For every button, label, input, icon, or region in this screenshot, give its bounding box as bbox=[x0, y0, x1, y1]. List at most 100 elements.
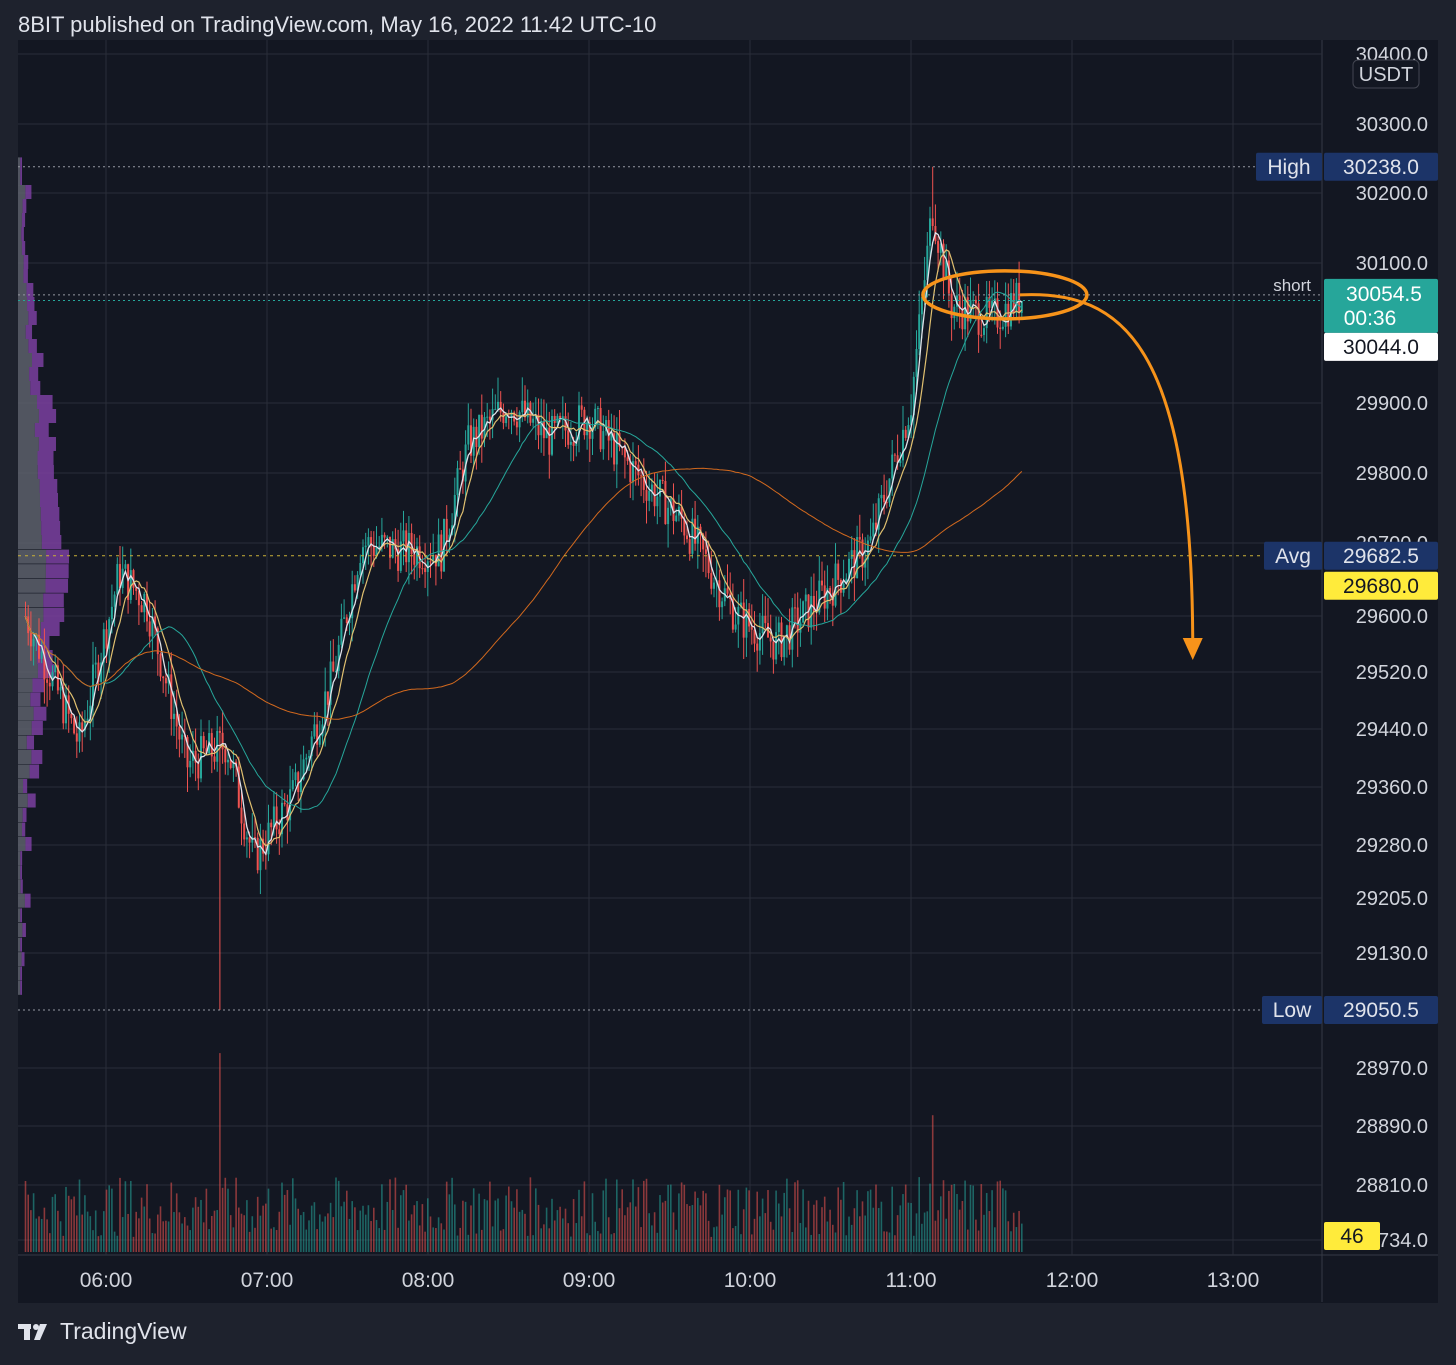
volume-profile-bar bbox=[18, 750, 32, 764]
volume-bar bbox=[373, 1207, 375, 1252]
volume-bar bbox=[537, 1204, 540, 1252]
ma-line-slow bbox=[25, 467, 1023, 720]
volume-profile-bar bbox=[18, 269, 24, 283]
volume-bar bbox=[24, 1181, 27, 1252]
candle-body bbox=[707, 553, 710, 574]
volume-bar bbox=[211, 1215, 213, 1252]
candle-body bbox=[613, 433, 616, 465]
volume-profile-bar bbox=[32, 678, 45, 693]
volume-bar bbox=[324, 1216, 326, 1252]
volume-bar bbox=[127, 1213, 129, 1252]
candle-body bbox=[407, 532, 410, 563]
volume-bar bbox=[591, 1193, 594, 1252]
candle-body bbox=[656, 496, 659, 507]
avg-price-tag[interactable]: 29682.5 bbox=[1324, 541, 1438, 570]
volume-bar bbox=[921, 1223, 923, 1252]
candle-body bbox=[159, 654, 162, 677]
volume-profile-bar bbox=[18, 564, 46, 579]
candle-body bbox=[956, 295, 958, 307]
candle-body bbox=[650, 484, 653, 491]
candle-body bbox=[310, 736, 313, 757]
volume-profile-bar bbox=[33, 706, 47, 721]
avg-label[interactable]: Avg bbox=[1264, 541, 1322, 570]
candle-body bbox=[1010, 293, 1012, 327]
plot-area[interactable] bbox=[18, 40, 1322, 1255]
volume-bar bbox=[632, 1179, 634, 1252]
ma-line-medium bbox=[24, 249, 1023, 847]
candle-body bbox=[367, 537, 370, 546]
candle-body bbox=[294, 772, 297, 781]
candle-body bbox=[362, 547, 364, 563]
volume-profile-bar bbox=[18, 706, 34, 721]
avg-label-bg bbox=[1264, 541, 1322, 570]
candle-body bbox=[32, 638, 35, 647]
price-scale[interactable] bbox=[1322, 40, 1438, 1255]
volume-profile-bar bbox=[39, 493, 58, 507]
low-price-tag[interactable]: 29050.5 bbox=[1324, 996, 1438, 1024]
volume-profile-bar bbox=[18, 793, 28, 808]
volume-bar bbox=[424, 1231, 426, 1252]
volume-bar bbox=[877, 1208, 880, 1252]
volume-bar bbox=[38, 1216, 40, 1252]
volume-profile-bar bbox=[18, 241, 22, 255]
candle-body bbox=[229, 759, 232, 768]
volume-bar bbox=[148, 1218, 151, 1252]
candle-body bbox=[191, 750, 194, 761]
candle-body bbox=[94, 662, 97, 665]
candle-body bbox=[370, 537, 373, 547]
candle-body bbox=[432, 554, 435, 562]
volume-bar bbox=[888, 1232, 891, 1252]
volume-bar bbox=[443, 1229, 445, 1252]
candle-body bbox=[102, 629, 105, 663]
candle-body bbox=[532, 418, 535, 423]
volume-bar bbox=[289, 1224, 291, 1252]
candle-body bbox=[996, 298, 999, 328]
high-price-tag[interactable]: 30238.0 bbox=[1324, 152, 1438, 181]
volume-bar bbox=[370, 1221, 372, 1252]
high-label[interactable]: High bbox=[1256, 152, 1322, 181]
candle-body bbox=[553, 415, 556, 423]
volume-bar bbox=[548, 1228, 551, 1252]
bid-price-tag[interactable]: 30044.0 bbox=[1324, 332, 1438, 361]
candle-body bbox=[105, 629, 108, 649]
candle-body bbox=[848, 558, 850, 579]
current-price-tag[interactable]: 30054.500:36 bbox=[1324, 278, 1438, 333]
currency-badge[interactable] bbox=[1352, 59, 1420, 89]
volume-bar bbox=[796, 1180, 799, 1252]
volume-bar bbox=[216, 1210, 218, 1252]
candle-body bbox=[864, 559, 867, 568]
volume-bar bbox=[97, 1236, 100, 1252]
candle-body bbox=[345, 617, 348, 623]
candle-body bbox=[626, 457, 629, 462]
volume-value-tag-bg bbox=[1324, 1222, 1380, 1250]
short-label: short bbox=[1273, 276, 1311, 295]
candle-body bbox=[316, 724, 319, 745]
avg2-price-tag[interactable]: 29680.0 bbox=[1324, 571, 1438, 600]
volume-bar bbox=[621, 1189, 623, 1252]
y-tick-label: 29280.0 bbox=[1356, 835, 1428, 857]
volume-bar bbox=[518, 1211, 521, 1252]
short-annotation[interactable] bbox=[921, 269, 1203, 660]
volume-profile-bar bbox=[18, 367, 30, 381]
candle-body bbox=[164, 678, 167, 684]
volume-bar bbox=[972, 1185, 974, 1252]
low-label[interactable]: Low bbox=[1262, 996, 1322, 1024]
volume-bar bbox=[607, 1217, 610, 1252]
candle-body bbox=[254, 837, 256, 839]
footer-branding[interactable]: TradingView bbox=[18, 1318, 187, 1345]
candle-body bbox=[46, 679, 49, 683]
volume-profile bbox=[18, 157, 70, 995]
volume-profile-bar bbox=[18, 493, 40, 507]
candle-body bbox=[305, 757, 308, 760]
candle-body bbox=[704, 549, 707, 554]
volume-bar bbox=[294, 1198, 297, 1252]
candle-body bbox=[634, 461, 637, 465]
time-scale[interactable] bbox=[18, 1255, 1438, 1303]
candle-body bbox=[137, 590, 140, 606]
volume-bar bbox=[40, 1218, 43, 1252]
volume-bar bbox=[111, 1188, 113, 1252]
volume-value-tag[interactable]: 46 bbox=[1324, 1222, 1380, 1250]
volume-profile-bar bbox=[18, 779, 24, 793]
